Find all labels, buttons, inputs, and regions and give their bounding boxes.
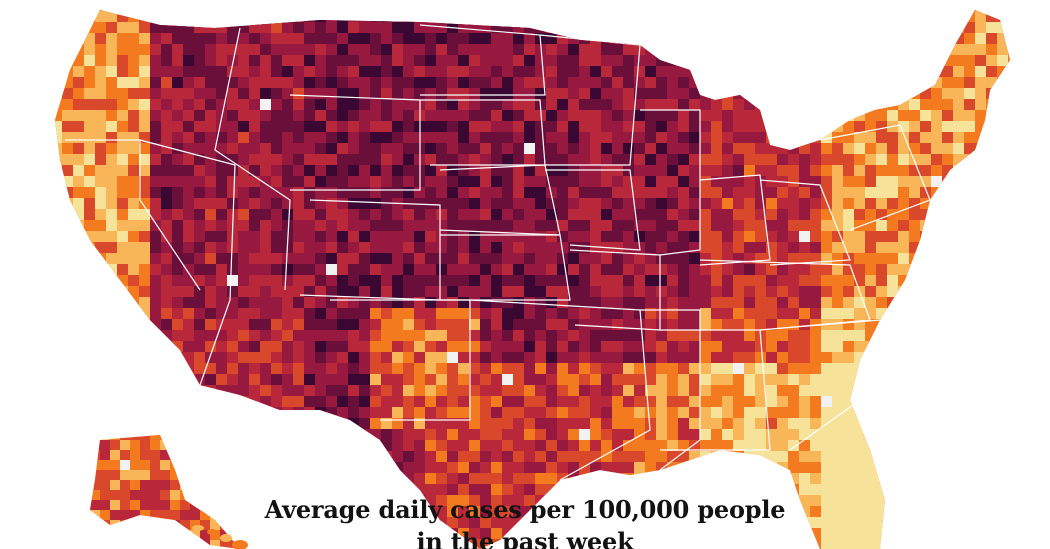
caption-line-2: in the past week [416,527,634,549]
caption-line-1: Average daily cases per 100,000 people [264,495,786,524]
hawaii-counties [192,525,248,549]
map-caption: Average daily cases per 100,000 people i… [250,494,800,549]
